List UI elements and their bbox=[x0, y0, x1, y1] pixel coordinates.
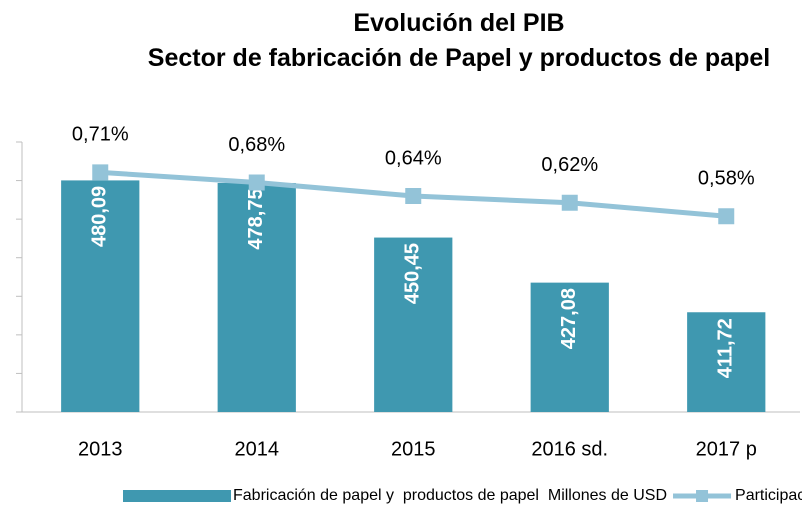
line-value-label: 0,58% bbox=[698, 168, 755, 190]
legend-swatch bbox=[123, 490, 231, 502]
chart-subtitle: Sector de fabricación de Papel y product… bbox=[147, 44, 771, 72]
x-tick-label: 2015 bbox=[391, 438, 436, 460]
x-tick-label: 2017 p bbox=[696, 438, 757, 460]
x-tick-label: 2014 bbox=[235, 438, 280, 460]
chart-title-block: Evolución del PIB Sector de fabricación … bbox=[139, 6, 779, 76]
line-marker bbox=[561, 194, 578, 211]
line-marker bbox=[405, 188, 422, 204]
bar bbox=[61, 180, 140, 412]
line-marker bbox=[718, 208, 735, 225]
bar-value-label: 478,75 bbox=[245, 188, 267, 249]
bar-value-label: 450,45 bbox=[402, 243, 424, 304]
line-value-label: 0,68% bbox=[228, 134, 285, 156]
line-marker bbox=[248, 174, 265, 191]
legend-label: Participación bbox=[735, 487, 802, 504]
line-value-label: 0,62% bbox=[541, 154, 598, 176]
bar bbox=[217, 182, 296, 412]
x-tick-label: 2016 sd. bbox=[531, 438, 608, 460]
line-value-label: 0,64% bbox=[385, 147, 442, 169]
line-marker bbox=[92, 164, 109, 181]
legend-label: Fabricación de papel y productos de pape… bbox=[233, 487, 667, 504]
bar bbox=[687, 312, 766, 412]
x-tick-label: 2013 bbox=[78, 438, 123, 460]
chart-title: Evolución del PIB bbox=[353, 9, 565, 37]
bar-value-label: 411,72 bbox=[715, 318, 737, 378]
bar bbox=[530, 282, 609, 412]
bar-value-label: 480,09 bbox=[89, 186, 111, 247]
legend-swatch-marker bbox=[696, 490, 709, 502]
line-value-label: 0,71% bbox=[72, 124, 129, 146]
bar-value-label: 427,08 bbox=[558, 288, 580, 349]
bar bbox=[374, 237, 453, 412]
